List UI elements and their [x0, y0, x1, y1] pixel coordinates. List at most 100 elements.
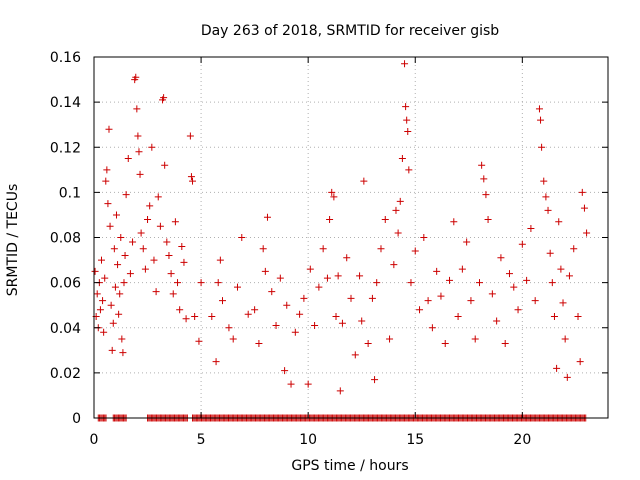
data-point — [446, 276, 454, 284]
y-tick-label: 0.16 — [50, 50, 81, 66]
data-point — [99, 297, 107, 305]
data-point — [182, 315, 190, 323]
data-point — [291, 328, 299, 336]
data-point — [553, 364, 561, 372]
data-point — [174, 279, 182, 287]
data-point — [244, 310, 252, 318]
data-point — [97, 256, 105, 264]
data-point — [171, 218, 179, 226]
data-point — [338, 319, 346, 327]
x-tick-label: 0 — [90, 432, 99, 448]
data-point — [287, 380, 295, 388]
data-point — [161, 161, 169, 169]
y-tick-label: 0.12 — [50, 140, 81, 156]
data-point — [527, 224, 535, 232]
data-point — [281, 367, 289, 375]
data-point — [396, 197, 404, 205]
data-point — [306, 265, 314, 273]
x-tick-label: 15 — [406, 432, 424, 448]
y-tick-label: 0.04 — [50, 321, 81, 337]
data-point — [347, 294, 355, 302]
data-point — [394, 229, 402, 237]
data-point — [135, 148, 143, 156]
x-axis-ticks: 0 5 10 15 20 — [90, 57, 531, 448]
data-point — [403, 116, 411, 124]
data-point — [458, 265, 466, 273]
data-point — [420, 234, 428, 241]
x-tick-label: 20 — [513, 432, 531, 448]
data-point — [323, 274, 331, 282]
data-point — [106, 222, 114, 230]
data-point — [178, 243, 186, 251]
data-point — [311, 321, 319, 329]
data-point — [368, 294, 376, 302]
data-point — [328, 188, 336, 196]
data-point — [332, 312, 340, 320]
data-point — [169, 290, 177, 298]
data-point — [480, 175, 488, 183]
data-point — [401, 60, 409, 68]
data-point — [437, 292, 445, 300]
data-point — [510, 283, 518, 291]
data-point — [330, 193, 338, 201]
data-point — [102, 177, 110, 185]
data-point — [583, 229, 591, 237]
chart-title: Day 263 of 2018, SRMTID for receiver gis… — [201, 23, 499, 39]
data-point — [548, 279, 556, 287]
data-point — [315, 283, 323, 291]
data-point — [187, 173, 195, 181]
data-point — [563, 373, 571, 381]
data-point — [276, 274, 284, 282]
y-tick-label: 0.06 — [50, 276, 81, 292]
data-point — [255, 340, 263, 348]
data-point — [141, 265, 149, 273]
data-point — [555, 218, 563, 226]
data-point — [117, 234, 125, 241]
data-point — [114, 261, 122, 269]
data-point — [531, 297, 539, 305]
data-point — [191, 312, 199, 320]
data-point — [144, 215, 152, 223]
data-point — [518, 240, 526, 248]
data-point — [110, 245, 118, 253]
data-point — [377, 245, 385, 253]
data-point — [424, 297, 432, 305]
data-point — [404, 127, 412, 135]
data-point — [111, 283, 119, 291]
data-point — [225, 324, 233, 332]
data-point — [137, 229, 145, 237]
data-point — [165, 252, 173, 260]
data-point — [373, 279, 381, 287]
data-point — [189, 177, 197, 185]
data-point — [146, 202, 154, 210]
data-point — [109, 319, 117, 327]
data-point — [105, 125, 113, 133]
data-point — [580, 204, 588, 212]
x-tick-label: 5 — [197, 432, 206, 448]
data-point — [454, 312, 462, 320]
data-point — [167, 270, 175, 278]
y-tick-label: 0.08 — [50, 231, 81, 247]
data-point — [126, 270, 134, 278]
data-point — [160, 94, 168, 102]
data-point — [390, 261, 398, 269]
data-point — [101, 274, 109, 282]
data-point — [319, 245, 327, 253]
data-point — [212, 358, 220, 366]
data-point — [134, 132, 142, 140]
data-point — [208, 312, 216, 320]
data-point — [557, 265, 565, 273]
data-point — [334, 272, 342, 280]
data-point — [493, 317, 501, 325]
data-point — [156, 222, 164, 230]
data-point — [478, 161, 486, 169]
data-point — [476, 279, 483, 287]
data-point — [514, 306, 522, 314]
data-point — [112, 211, 120, 219]
data-point — [150, 256, 158, 264]
data-point — [356, 272, 364, 280]
data-point — [148, 143, 156, 151]
data-point — [139, 245, 147, 253]
data-point — [505, 270, 513, 278]
